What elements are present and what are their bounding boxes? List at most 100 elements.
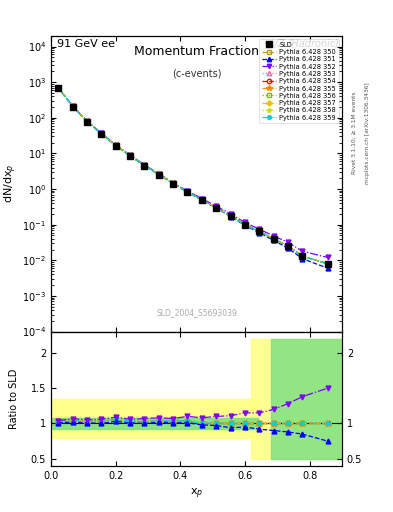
Pythia 6.428 354 xyxy=(214,205,219,211)
Pythia 6.428 358 xyxy=(286,243,290,249)
Pythia 6.428 354 xyxy=(200,197,204,203)
Pythia 6.428 356 xyxy=(156,171,161,177)
Pythia 6.428 357 xyxy=(84,118,89,124)
Text: SLD_2004_S5693039: SLD_2004_S5693039 xyxy=(156,308,237,317)
SLD xyxy=(286,243,290,249)
Pythia 6.428 357 xyxy=(185,189,190,195)
Pythia 6.428 355 xyxy=(84,118,89,124)
Text: Rivet 3.1.10; ≥ 3.1M events: Rivet 3.1.10; ≥ 3.1M events xyxy=(352,92,357,175)
Pythia 6.428 355 xyxy=(99,131,104,137)
Pythia 6.428 356 xyxy=(99,131,104,137)
Pythia 6.428 355 xyxy=(200,197,204,203)
Pythia 6.428 351 xyxy=(257,229,262,236)
Pythia 6.428 351 xyxy=(214,205,219,211)
Pythia 6.428 359 xyxy=(286,243,290,249)
Pythia 6.428 353 xyxy=(242,222,247,228)
Pythia 6.428 351 xyxy=(171,181,176,187)
Pythia 6.428 352 xyxy=(113,142,118,148)
Pythia 6.428 359 xyxy=(99,131,104,137)
Pythia 6.428 350 xyxy=(272,236,276,242)
Pythia 6.428 359 xyxy=(228,212,233,219)
Pythia 6.428 351 xyxy=(228,214,233,220)
Pythia 6.428 354 xyxy=(113,142,118,148)
SLD xyxy=(200,197,204,203)
Pythia 6.428 350 xyxy=(84,118,89,124)
Pythia 6.428 358 xyxy=(84,118,89,124)
Pythia 6.428 352 xyxy=(128,152,132,158)
SLD xyxy=(128,153,132,159)
Pythia 6.428 354 xyxy=(128,153,132,159)
Pythia 6.428 354 xyxy=(70,103,75,110)
Pythia 6.428 356 xyxy=(171,180,176,186)
Pythia 6.428 356 xyxy=(257,228,262,234)
Pythia 6.428 353 xyxy=(185,189,190,195)
Pythia 6.428 353 xyxy=(56,84,61,91)
Pythia 6.428 357 xyxy=(272,236,276,242)
Pythia 6.428 359 xyxy=(70,103,75,110)
Pythia 6.428 353 xyxy=(156,171,161,177)
Pythia 6.428 353 xyxy=(228,212,233,219)
Pythia 6.428 359 xyxy=(325,261,330,267)
Pythia 6.428 352 xyxy=(200,196,204,202)
Pythia 6.428 359 xyxy=(257,228,262,234)
Pythia 6.428 352 xyxy=(185,188,190,194)
Pythia 6.428 358 xyxy=(242,222,247,228)
Pythia 6.428 358 xyxy=(325,261,330,267)
Pythia 6.428 354 xyxy=(156,171,161,177)
Pythia 6.428 354 xyxy=(56,84,61,91)
Pythia 6.428 353 xyxy=(99,131,104,137)
Pythia 6.428 358 xyxy=(99,131,104,137)
Pythia 6.428 356 xyxy=(325,261,330,267)
SLD xyxy=(113,143,118,149)
Pythia 6.428 352 xyxy=(272,233,276,239)
Pythia 6.428 358 xyxy=(56,84,61,91)
Pythia 6.428 352 xyxy=(286,239,290,245)
SLD xyxy=(214,205,219,211)
Y-axis label: dN/dx$_p$: dN/dx$_p$ xyxy=(3,164,19,203)
Pythia 6.428 357 xyxy=(214,205,219,211)
SLD xyxy=(99,131,104,137)
Pythia 6.428 358 xyxy=(214,205,219,211)
Pythia 6.428 355 xyxy=(171,180,176,186)
Text: Momentum Fraction: Momentum Fraction xyxy=(134,45,259,58)
Pythia 6.428 353 xyxy=(214,205,219,211)
Pythia 6.428 355 xyxy=(56,84,61,91)
SLD xyxy=(142,163,147,169)
Pythia 6.428 352 xyxy=(84,118,89,124)
Pythia 6.428 359 xyxy=(142,162,147,168)
Pythia 6.428 351 xyxy=(113,143,118,149)
Pythia 6.428 357 xyxy=(171,180,176,186)
Line: Pythia 6.428 352: Pythia 6.428 352 xyxy=(56,85,330,260)
Pythia 6.428 354 xyxy=(99,131,104,137)
Pythia 6.428 353 xyxy=(84,118,89,124)
Line: Pythia 6.428 350: Pythia 6.428 350 xyxy=(56,86,330,266)
Pythia 6.428 355 xyxy=(272,236,276,242)
Pythia 6.428 351 xyxy=(185,189,190,196)
SLD xyxy=(171,181,176,187)
Pythia 6.428 358 xyxy=(185,189,190,195)
Pythia 6.428 355 xyxy=(128,153,132,159)
Pythia 6.428 355 xyxy=(257,228,262,234)
Pythia 6.428 350 xyxy=(185,189,190,195)
Pythia 6.428 355 xyxy=(156,171,161,177)
Pythia 6.428 357 xyxy=(128,153,132,159)
Pythia 6.428 357 xyxy=(300,253,305,259)
Pythia 6.428 357 xyxy=(70,103,75,110)
Pythia 6.428 351 xyxy=(272,238,276,244)
Pythia 6.428 355 xyxy=(300,253,305,259)
Pythia 6.428 354 xyxy=(242,222,247,228)
Pythia 6.428 351 xyxy=(128,153,132,159)
SLD xyxy=(56,85,61,91)
Pythia 6.428 357 xyxy=(286,243,290,249)
Pythia 6.428 353 xyxy=(171,180,176,186)
Pythia 6.428 357 xyxy=(325,261,330,267)
Pythia 6.428 350 xyxy=(171,180,176,186)
Pythia 6.428 354 xyxy=(325,261,330,267)
Pythia 6.428 356 xyxy=(272,236,276,242)
Pythia 6.428 358 xyxy=(70,103,75,110)
Pythia 6.428 350 xyxy=(70,103,75,110)
Pythia 6.428 353 xyxy=(325,261,330,267)
Pythia 6.428 358 xyxy=(142,162,147,168)
Pythia 6.428 359 xyxy=(113,142,118,148)
Pythia 6.428 359 xyxy=(242,222,247,228)
